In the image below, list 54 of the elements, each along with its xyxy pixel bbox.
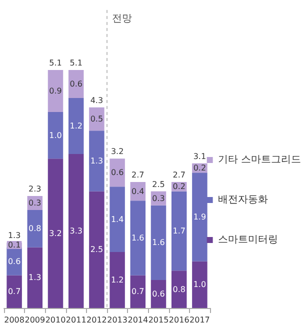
total-label: 2.3 xyxy=(28,184,42,194)
data-label: 0.8 xyxy=(28,224,42,234)
data-label: 3.3 xyxy=(70,226,82,236)
data-label: 0.4 xyxy=(132,186,144,196)
data-label: 0.2 xyxy=(193,164,206,172)
total-label: 2.7 xyxy=(172,170,186,180)
data-label: 0.5 xyxy=(90,114,104,124)
x-tick-label: 2008 xyxy=(4,316,24,324)
data-label: 0.6 xyxy=(110,168,124,178)
data-label: 0.7 xyxy=(132,287,144,296)
data-label: 0.1 xyxy=(8,240,21,250)
total-label: 3.1 xyxy=(193,152,206,161)
total-label: 1.3 xyxy=(8,231,21,240)
data-label: 3.2 xyxy=(49,228,62,238)
total-label: 2.5 xyxy=(152,180,165,189)
x-tick-label: 2012 xyxy=(86,316,107,324)
total-label: 5.1 xyxy=(49,58,62,68)
data-label: 1.0 xyxy=(193,280,206,290)
data-label: 0.3 xyxy=(28,198,42,208)
data-label: 1.6 xyxy=(132,234,144,242)
data-label: 1.9 xyxy=(193,212,206,222)
legend-label: 기타 스마트그리드 xyxy=(218,154,302,166)
total-label: 2.7 xyxy=(132,170,144,180)
data-label: 0.6 xyxy=(152,290,165,298)
data-label: 1.2 xyxy=(70,122,82,130)
legend-label: 배전자동화 xyxy=(218,194,268,206)
text: 전망 xyxy=(112,14,132,24)
x-tick-label: 2010 xyxy=(45,316,66,324)
total-label: 3.2 xyxy=(110,147,124,156)
data-label: 0.6 xyxy=(70,80,82,88)
data-label: 1.7 xyxy=(172,226,186,236)
data-label: 0.2 xyxy=(172,182,186,192)
x-tick-label: 2014 xyxy=(128,316,148,324)
data-label: 1.4 xyxy=(110,214,124,224)
data-label: 0.7 xyxy=(8,287,21,296)
x-tick-label: 2017 xyxy=(190,316,210,324)
data-label: 1.0 xyxy=(49,130,62,140)
data-label: 1.2 xyxy=(110,276,124,284)
x-tick-label: 2011 xyxy=(66,316,86,324)
total-label: 5.1 xyxy=(70,58,82,68)
data-label: 1.6 xyxy=(152,238,165,248)
data-label: 2.5 xyxy=(90,245,104,254)
x-tick-label: 2009 xyxy=(24,316,46,324)
x-tick-label: 2015 xyxy=(148,316,169,324)
data-label: 1.3 xyxy=(28,273,42,282)
total-label: 4.3 xyxy=(90,96,104,105)
data-label: 0.9 xyxy=(49,86,62,96)
data-label: 0.6 xyxy=(8,256,21,266)
data-label: 1.3 xyxy=(90,156,104,166)
legend-label: 스마트미터링 xyxy=(218,234,278,246)
data-label: 0.8 xyxy=(172,284,186,294)
data-label: 0.3 xyxy=(152,194,165,203)
x-tick-label: 2016 xyxy=(168,316,190,324)
x-tick-label: 2013 xyxy=(107,316,128,324)
